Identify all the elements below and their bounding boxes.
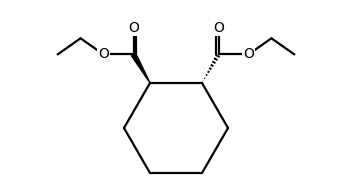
Polygon shape xyxy=(131,53,150,83)
Text: O: O xyxy=(128,21,139,35)
Text: O: O xyxy=(213,21,224,35)
Text: O: O xyxy=(98,47,109,61)
Text: O: O xyxy=(243,47,254,61)
